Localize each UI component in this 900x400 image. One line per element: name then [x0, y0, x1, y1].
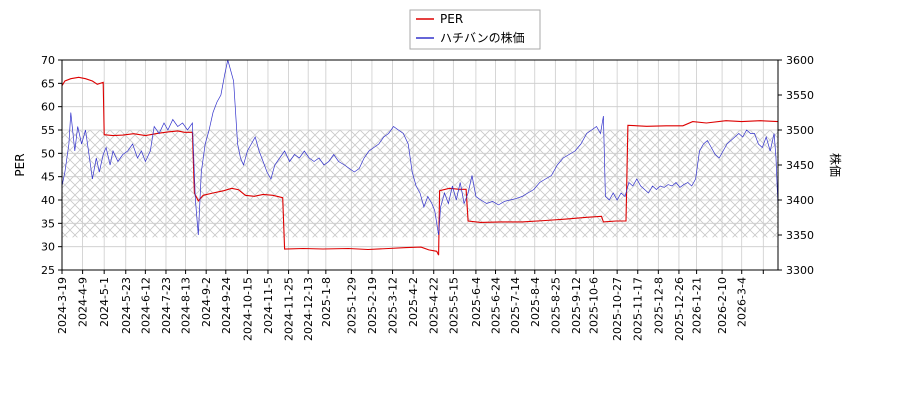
left-tick-label: 50: [41, 147, 55, 160]
x-tick-label: 2024-5-1: [98, 277, 111, 327]
right-tick-label: 3500: [786, 124, 814, 137]
x-tick-label: 2024-5-23: [120, 277, 133, 334]
x-tick-label: 2024-10-15: [241, 277, 254, 341]
x-tick-label: 2025-1-29: [345, 277, 358, 334]
x-tick-label: 2025-6-24: [490, 277, 503, 334]
x-tick-label: 2024-4-9: [77, 277, 90, 327]
right-tick-label: 3400: [786, 194, 814, 207]
x-tick-label: 2024-9-24: [220, 277, 233, 334]
left-axis-label: PER: [13, 153, 27, 176]
right-tick-label: 3350: [786, 229, 814, 242]
hatched-band: [62, 130, 778, 238]
left-tick-label: 35: [41, 217, 55, 230]
right-axis-label: 株価: [828, 153, 843, 177]
x-tick-label: 2024-3-19: [56, 277, 69, 334]
x-tick-label: 2025-6-4: [470, 277, 483, 327]
left-tick-label: 25: [41, 264, 55, 277]
left-axis-ticks: 25 30 35 40 45 50 55 60 65 70: [41, 54, 62, 277]
x-tick-label: 2025-3-12: [387, 277, 400, 334]
price-series-line: [62, 60, 778, 236]
x-tick-label: 2026-3-4: [736, 277, 749, 327]
left-tick-label: 55: [41, 124, 55, 137]
right-axis-ticks: 3300 3350 3400 3450 3500 3550 3600: [778, 54, 814, 277]
x-tick-label: 2024-12-13: [302, 277, 315, 341]
right-tick-label: 3450: [786, 159, 814, 172]
left-tick-label: 45: [41, 171, 55, 184]
x-tick-label: 2025-2-19: [366, 277, 379, 334]
x-tick-label: 2026-2-10: [716, 277, 729, 334]
x-tick-label: 2025-12-26: [673, 277, 686, 341]
x-tick-label: 2025-4-22: [428, 277, 441, 334]
per-series-line: [62, 76, 778, 256]
left-tick-label: 65: [41, 77, 55, 90]
x-tick-label: 2024-9-2: [200, 277, 213, 327]
x-tick-label: 2025-7-14: [509, 277, 522, 334]
legend-entry-per: PER: [440, 12, 463, 26]
right-tick-label: 3600: [786, 54, 814, 67]
legend-entry-price: ハチバンの株価: [440, 30, 525, 45]
x-tick-label: 2025-11-17: [632, 277, 645, 341]
x-tick-label: 2025-12-8: [652, 277, 665, 334]
x-tick-label: 2025-9-12: [570, 277, 583, 334]
left-tick-label: 60: [41, 101, 55, 114]
legend: PER ハチバンの株価: [409, 9, 541, 50]
right-tick-label: 3300: [786, 264, 814, 277]
left-tick-label: 30: [41, 241, 55, 254]
x-tick-label: 2025-4-2: [407, 277, 420, 327]
x-tick-label: 2024-7-23: [160, 277, 173, 334]
x-tick-label: 2026-1-21: [691, 277, 704, 334]
x-tick-label: 2025-8-4: [529, 277, 542, 327]
x-tick-label: 2024-8-13: [180, 277, 193, 334]
x-tick-label: 2024-11-25: [283, 277, 296, 341]
legend-box: [409, 9, 541, 50]
x-tick-label: 2025-10-6: [588, 277, 601, 334]
x-tick-label: 2025-8-25: [549, 277, 562, 334]
x-tick-label: 2025-10-27: [611, 277, 624, 341]
x-tick-label: 2025-5-15: [447, 277, 460, 334]
x-tick-label: 2025-1-8: [320, 277, 333, 327]
x-tick-label: 2024-6-12: [139, 277, 152, 334]
x-axis-ticks: 2024-3-19 2024-4-9 2024-5-1 2024-5-23 2024-6…: [56, 270, 764, 341]
left-tick-label: 70: [41, 54, 55, 67]
x-tick-label: 2024-11-5: [262, 277, 275, 334]
left-tick-label: 40: [41, 194, 55, 207]
right-tick-label: 3550: [786, 89, 814, 102]
